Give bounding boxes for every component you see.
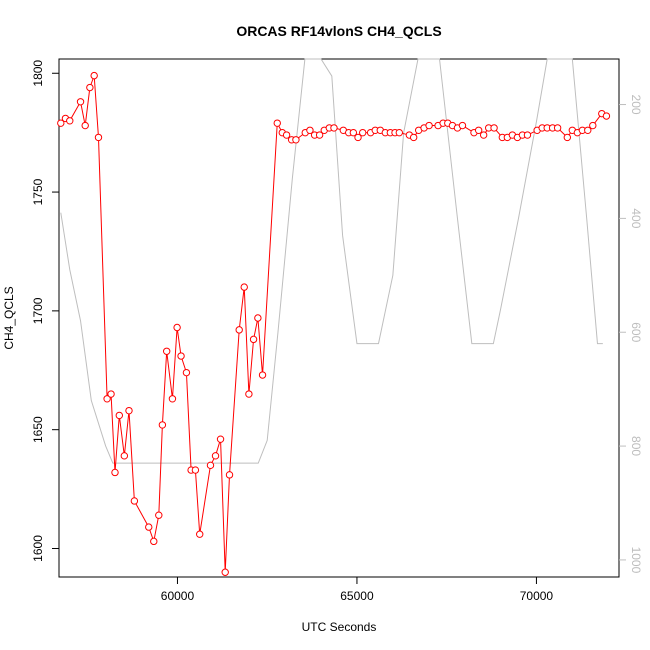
ch4-point	[249, 335, 258, 344]
ch4-point	[206, 461, 215, 470]
ch4-point	[235, 326, 243, 334]
plot-frame	[58, 58, 620, 578]
ch4-point	[553, 124, 562, 132]
ch4-point	[225, 471, 234, 479]
ch4-point	[86, 83, 94, 92]
y-tick-label: 1600	[31, 535, 45, 562]
ch4-point	[191, 466, 200, 474]
ch4-point	[240, 283, 248, 291]
ch4-point	[254, 314, 262, 322]
series-layer	[57, 58, 611, 576]
ch4-point	[349, 128, 358, 137]
ch4-point	[81, 121, 89, 130]
ch4-point	[273, 119, 281, 127]
ch4-point	[66, 117, 74, 125]
ch4-point	[425, 121, 433, 130]
ch4-point	[458, 121, 467, 130]
ch4-point	[216, 435, 225, 443]
ch4-point	[479, 131, 488, 139]
y2-tick-label: 600	[629, 322, 643, 342]
ch4-line	[60, 75, 607, 573]
ch4-point	[196, 530, 204, 538]
ch4-point	[107, 390, 115, 398]
ch4-point	[150, 537, 158, 546]
y2-tick-label: 400	[629, 208, 643, 228]
ch4-point	[158, 421, 167, 429]
y-axis: 1600 1650 1700 1750 1800	[31, 60, 59, 562]
ch4-point	[490, 124, 498, 132]
ch4-point	[145, 523, 153, 531]
pressure-line	[60, 58, 603, 464]
ch4-point	[245, 390, 253, 398]
ch4-point	[395, 128, 404, 137]
ch4-point	[221, 568, 229, 576]
ch4-point	[155, 511, 163, 519]
ch4-point	[563, 133, 572, 142]
ch4-point	[602, 112, 611, 120]
ch4-point	[120, 452, 129, 460]
ch4-point	[125, 406, 133, 415]
x-tick-label: 60000	[161, 589, 195, 603]
ch4-point	[523, 131, 532, 139]
y-tick-label: 1750	[31, 178, 45, 205]
ch4-point	[306, 126, 314, 134]
ch4-point	[115, 411, 124, 420]
ch4-point	[282, 131, 291, 139]
ch4-point	[76, 98, 85, 106]
ch4-point	[130, 497, 139, 505]
ch4-point	[584, 126, 592, 134]
ch4-point	[589, 121, 597, 130]
ch4-point	[90, 71, 98, 80]
ch4-point	[358, 128, 367, 137]
y-tick-label: 1700	[31, 297, 45, 324]
x-axis-label: UTC Seconds	[302, 620, 377, 634]
chart-title: ORCAS RF14vlonS CH4_QCLS	[236, 23, 441, 39]
x-axis: 60000 65000 70000	[161, 577, 554, 603]
ch4-point	[57, 119, 65, 127]
ch4-point	[162, 347, 171, 355]
y2-tick-label: 800	[629, 436, 643, 456]
ch4-point	[103, 395, 111, 403]
y2-tick-label: 1000	[629, 547, 643, 574]
y-axis-label: CH4_QCLS	[2, 286, 16, 349]
y2-tick-label: 200	[629, 95, 643, 115]
ch4-point	[292, 136, 300, 144]
y-tick-label: 1800	[31, 60, 45, 87]
ch4-point	[258, 371, 267, 379]
ch4-point	[173, 323, 181, 332]
ch4-point	[211, 452, 220, 460]
ch4-point	[474, 126, 483, 134]
y-tick-label: 1650	[31, 416, 45, 443]
ch4-point	[409, 133, 418, 142]
ch4-point	[330, 124, 338, 132]
ch4-point	[182, 368, 191, 377]
ch4-point	[177, 352, 185, 360]
ch4-point	[354, 133, 362, 142]
x-tick-label: 65000	[340, 589, 374, 603]
x-tick-label: 70000	[520, 589, 554, 603]
secondary-y-axis: 200 400 600 800 1000	[619, 95, 643, 574]
ch4-point	[168, 395, 177, 403]
ch4-point	[315, 131, 324, 139]
ch4-point	[94, 133, 103, 142]
ch4-point	[111, 468, 119, 477]
